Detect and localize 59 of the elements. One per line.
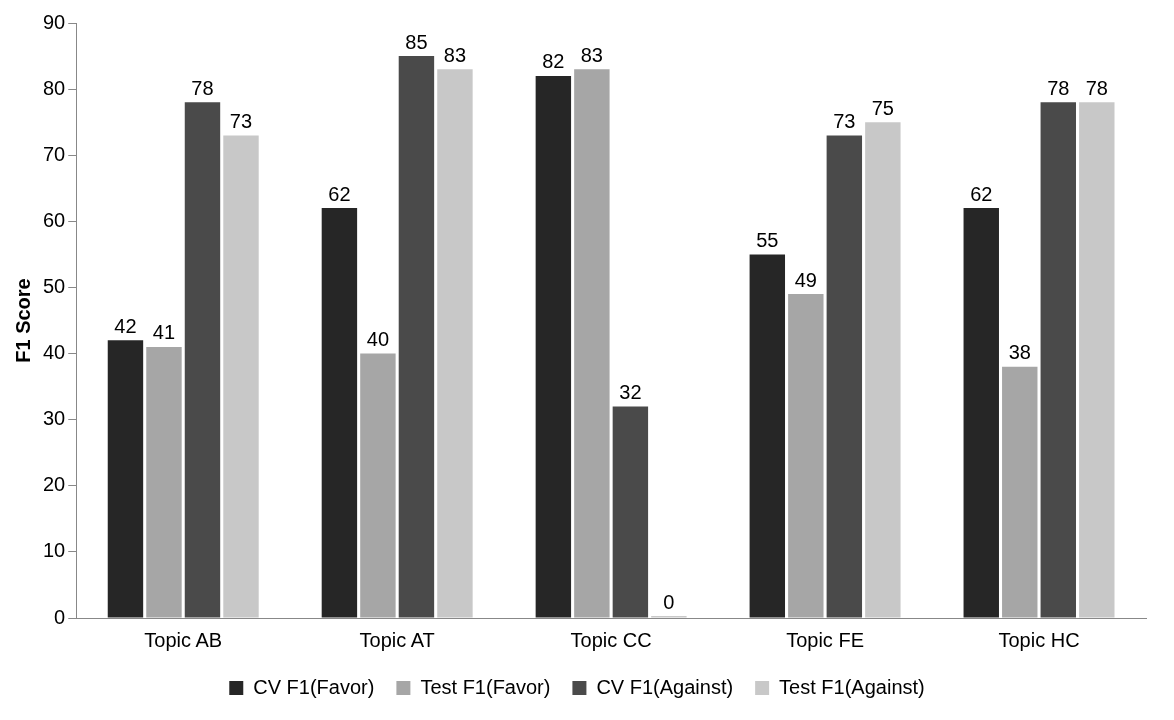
x-tick-label: Topic CC — [570, 628, 652, 651]
bar — [184, 102, 221, 618]
x-tick-label: Topic AT — [359, 628, 435, 651]
data-label: 73 — [833, 109, 856, 132]
bar — [788, 294, 824, 618]
data-label: 62 — [970, 182, 993, 205]
data-label: 41 — [152, 321, 176, 344]
data-label: 82 — [542, 50, 565, 73]
legend-label: Test F1(Against) — [779, 675, 925, 698]
data-label: 78 — [191, 76, 214, 99]
bar — [437, 69, 473, 618]
bar — [865, 122, 901, 618]
y-tick-label: 10 — [43, 539, 66, 562]
bar — [360, 353, 396, 618]
data-label: 40 — [366, 328, 390, 351]
y-tick-label: 50 — [43, 274, 66, 297]
bar — [107, 340, 144, 618]
data-label: 75 — [871, 96, 894, 119]
data-label: 38 — [1008, 341, 1031, 364]
bar — [1079, 102, 1115, 618]
y-axis-title: F1 Score — [11, 278, 34, 363]
data-label: 83 — [443, 43, 467, 66]
bar — [1040, 102, 1076, 618]
y-tick-label: 20 — [43, 473, 66, 496]
x-tick-label: Topic HC — [998, 628, 1080, 651]
bar — [749, 254, 786, 618]
y-tick-label: 60 — [43, 208, 66, 231]
bar — [223, 135, 259, 618]
bar — [826, 135, 863, 618]
bar — [146, 346, 182, 618]
bar — [1002, 366, 1038, 618]
data-label: 55 — [756, 228, 779, 251]
bar — [574, 69, 610, 618]
data-label: 73 — [229, 109, 253, 132]
bar — [535, 75, 572, 618]
data-label: 62 — [328, 182, 351, 205]
y-tick-label: 70 — [43, 142, 66, 165]
x-tick-label: Topic FE — [786, 628, 864, 651]
legend-label: CV F1(Against) — [596, 675, 734, 698]
data-label: 49 — [794, 268, 817, 291]
data-label: 42 — [114, 314, 137, 337]
bar — [321, 208, 358, 618]
data-label: 85 — [405, 30, 428, 53]
data-label: 78 — [1047, 76, 1070, 99]
data-label: 83 — [580, 43, 603, 66]
y-tick-label: 30 — [43, 407, 66, 430]
y-tick-label: 90 — [43, 10, 66, 33]
x-tick-label: Topic AB — [144, 628, 223, 651]
bar — [398, 56, 435, 618]
y-tick-label: 80 — [43, 76, 66, 99]
data-label: 78 — [1085, 76, 1108, 99]
y-tick-label: 0 — [54, 605, 66, 628]
data-label: 0 — [663, 590, 675, 613]
bar — [612, 406, 649, 618]
y-tick-label: 40 — [43, 341, 66, 364]
legend-label: CV F1(Favor) — [253, 675, 375, 698]
legend-label: Test F1(Favor) — [420, 675, 551, 698]
bar — [963, 208, 999, 618]
data-label: 32 — [619, 380, 642, 403]
